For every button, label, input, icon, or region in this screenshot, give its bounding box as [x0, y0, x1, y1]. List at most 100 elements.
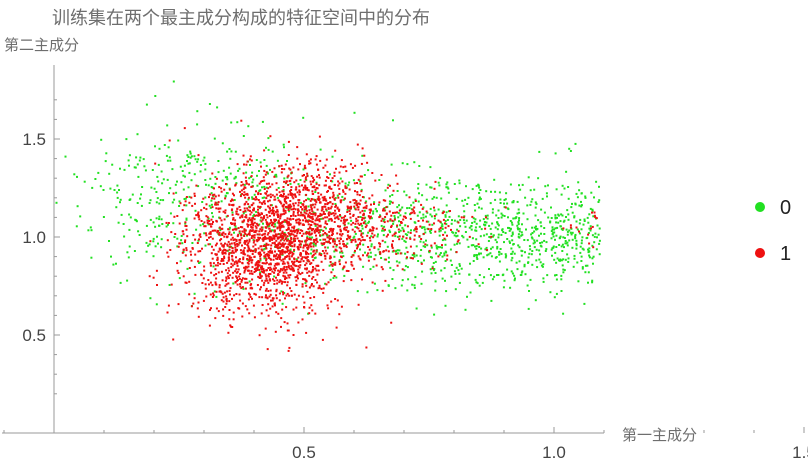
data-point — [337, 225, 339, 228]
data-point — [423, 226, 426, 229]
data-point — [441, 255, 444, 258]
data-point — [210, 218, 213, 221]
data-point — [428, 223, 431, 226]
data-point — [302, 232, 305, 235]
data-point — [561, 264, 564, 267]
data-point — [299, 206, 302, 208]
data-point — [246, 193, 249, 196]
data-point — [497, 233, 500, 236]
data-point — [449, 248, 452, 251]
data-point — [277, 269, 280, 272]
data-point — [309, 227, 312, 230]
data-point — [335, 244, 338, 246]
data-point — [343, 243, 345, 246]
data-point — [226, 261, 229, 264]
data-point — [559, 259, 561, 262]
data-point — [343, 274, 346, 277]
data-point — [347, 207, 349, 210]
data-point — [261, 218, 264, 221]
data-point — [307, 220, 309, 223]
data-point — [473, 204, 476, 206]
data-point — [315, 264, 318, 267]
data-point — [119, 167, 121, 170]
data-point — [225, 295, 228, 298]
data-point — [299, 201, 302, 204]
data-point — [453, 243, 456, 246]
data-point — [253, 231, 256, 233]
data-point — [286, 281, 289, 284]
data-point — [289, 190, 292, 193]
data-point — [250, 211, 253, 214]
data-point — [331, 264, 334, 267]
data-point — [303, 166, 306, 169]
data-point — [497, 224, 500, 227]
data-point — [397, 212, 400, 215]
data-point — [510, 253, 513, 255]
data-point — [441, 223, 444, 226]
data-point — [247, 198, 250, 201]
data-point — [286, 284, 289, 287]
data-point — [445, 211, 448, 214]
data-point — [310, 284, 313, 287]
data-point — [289, 179, 292, 182]
data-point — [307, 238, 310, 241]
data-point — [490, 247, 492, 250]
data-point — [591, 281, 594, 284]
data-point — [269, 262, 272, 265]
data-point — [318, 218, 321, 221]
data-point — [204, 244, 207, 247]
data-point — [313, 206, 316, 209]
data-point — [286, 250, 288, 253]
data-point — [589, 225, 592, 228]
data-point — [326, 246, 329, 249]
data-point — [184, 254, 187, 257]
data-point — [261, 120, 264, 123]
data-point — [190, 259, 193, 262]
data-point — [453, 183, 456, 185]
data-point — [389, 218, 392, 221]
data-point — [357, 227, 360, 230]
data-point — [274, 267, 277, 270]
data-point — [293, 260, 296, 263]
data-point — [211, 237, 214, 240]
data-point — [492, 234, 495, 237]
data-point — [383, 218, 386, 221]
data-point — [406, 256, 408, 259]
data-point — [526, 239, 529, 242]
data-point — [189, 152, 192, 155]
data-point — [263, 200, 266, 203]
data-point — [411, 211, 414, 214]
data-point — [358, 203, 361, 206]
data-point — [263, 188, 266, 190]
data-point — [280, 202, 283, 205]
data-point — [500, 216, 503, 219]
data-point — [413, 238, 416, 241]
data-point — [225, 298, 228, 301]
data-point — [380, 257, 383, 259]
data-point — [145, 103, 148, 106]
data-point — [355, 217, 358, 220]
data-point — [289, 274, 292, 276]
data-point — [196, 123, 199, 126]
data-point — [258, 276, 261, 279]
data-point — [354, 240, 357, 243]
data-point — [273, 230, 276, 233]
data-point — [208, 196, 210, 199]
data-point — [334, 197, 337, 199]
data-point — [236, 163, 239, 166]
data-point — [218, 186, 221, 189]
data-point — [333, 198, 336, 201]
data-point — [311, 218, 314, 220]
data-point — [229, 287, 232, 290]
data-point — [167, 223, 169, 226]
data-point — [324, 282, 327, 285]
data-point — [382, 209, 384, 212]
data-point — [425, 198, 428, 201]
data-point — [553, 296, 556, 299]
data-point — [225, 249, 228, 252]
data-point — [327, 207, 330, 210]
data-point — [190, 179, 193, 182]
data-point — [155, 201, 158, 204]
data-point — [338, 246, 341, 249]
data-point — [443, 254, 446, 257]
